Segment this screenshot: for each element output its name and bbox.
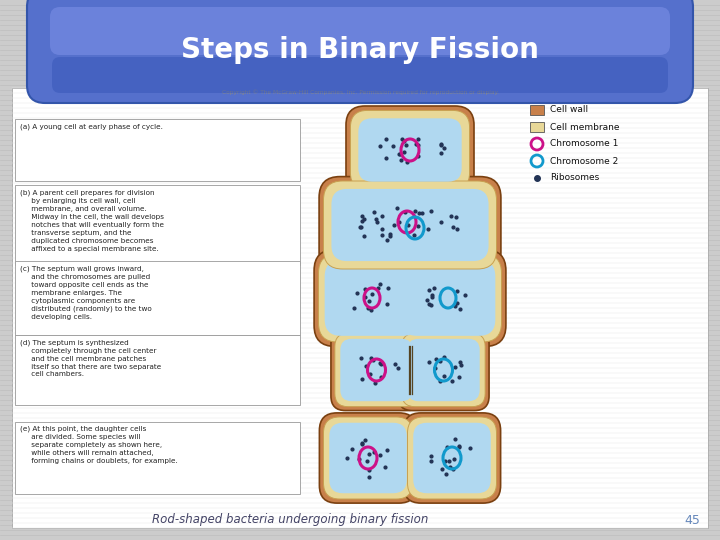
Text: (c) The septum wall grows inward,
     and the chromosomes are pulled
     towar: (c) The septum wall grows inward, and th… <box>20 265 152 320</box>
FancyBboxPatch shape <box>405 258 415 268</box>
FancyBboxPatch shape <box>15 335 300 405</box>
FancyBboxPatch shape <box>403 413 500 503</box>
FancyBboxPatch shape <box>359 118 462 181</box>
FancyBboxPatch shape <box>331 329 422 410</box>
Text: Chromosome 1: Chromosome 1 <box>550 139 618 148</box>
Text: Copyright © The McGraw-Hill Companies, Inc. Permission required for reproduction: Copyright © The McGraw-Hill Companies, I… <box>222 89 498 95</box>
FancyBboxPatch shape <box>12 88 708 528</box>
FancyBboxPatch shape <box>319 177 501 273</box>
FancyBboxPatch shape <box>400 260 495 336</box>
FancyBboxPatch shape <box>320 413 417 503</box>
FancyBboxPatch shape <box>398 329 489 410</box>
FancyBboxPatch shape <box>318 254 426 342</box>
FancyBboxPatch shape <box>351 110 469 190</box>
FancyBboxPatch shape <box>15 422 300 494</box>
Text: (e) At this point, the daughter cells
     are divided. Some species will
     s: (e) At this point, the daughter cells ar… <box>20 426 178 464</box>
FancyBboxPatch shape <box>402 262 418 275</box>
FancyBboxPatch shape <box>325 260 419 336</box>
FancyBboxPatch shape <box>346 106 474 194</box>
FancyBboxPatch shape <box>402 333 485 407</box>
FancyBboxPatch shape <box>15 119 300 181</box>
FancyBboxPatch shape <box>323 417 413 499</box>
Text: Ribosomes: Ribosomes <box>550 173 599 183</box>
FancyBboxPatch shape <box>15 261 300 335</box>
FancyBboxPatch shape <box>341 339 413 401</box>
FancyBboxPatch shape <box>27 0 693 103</box>
Text: Chromosome 2: Chromosome 2 <box>550 157 618 165</box>
FancyBboxPatch shape <box>402 174 418 187</box>
FancyBboxPatch shape <box>52 57 668 93</box>
FancyBboxPatch shape <box>413 423 491 493</box>
Text: Rod-shaped bacteria undergoing binary fission: Rod-shaped bacteria undergoing binary fi… <box>152 514 428 526</box>
Text: Cell wall: Cell wall <box>550 105 588 114</box>
FancyBboxPatch shape <box>15 185 300 265</box>
FancyBboxPatch shape <box>323 181 497 269</box>
Text: 45: 45 <box>684 514 700 526</box>
Text: (a) A young cell at early phase of cycle.: (a) A young cell at early phase of cycle… <box>20 123 163 130</box>
FancyBboxPatch shape <box>390 249 506 346</box>
FancyBboxPatch shape <box>314 249 430 346</box>
Text: Steps in Binary Fission: Steps in Binary Fission <box>181 36 539 64</box>
FancyBboxPatch shape <box>335 333 418 407</box>
FancyBboxPatch shape <box>395 254 502 342</box>
Text: (d) The septum is synthesized
     completely through the cell center
     and t: (d) The septum is synthesized completely… <box>20 339 161 377</box>
Text: Cell membrane: Cell membrane <box>550 123 619 132</box>
FancyBboxPatch shape <box>50 7 670 55</box>
FancyBboxPatch shape <box>530 122 544 132</box>
FancyBboxPatch shape <box>408 417 497 499</box>
FancyBboxPatch shape <box>405 181 415 193</box>
Text: (b) A parent cell prepares for division
     by enlarging its cell wall, cell
  : (b) A parent cell prepares for division … <box>20 189 164 252</box>
FancyBboxPatch shape <box>530 105 544 115</box>
FancyBboxPatch shape <box>329 423 407 493</box>
FancyBboxPatch shape <box>408 339 480 401</box>
FancyBboxPatch shape <box>331 189 489 261</box>
